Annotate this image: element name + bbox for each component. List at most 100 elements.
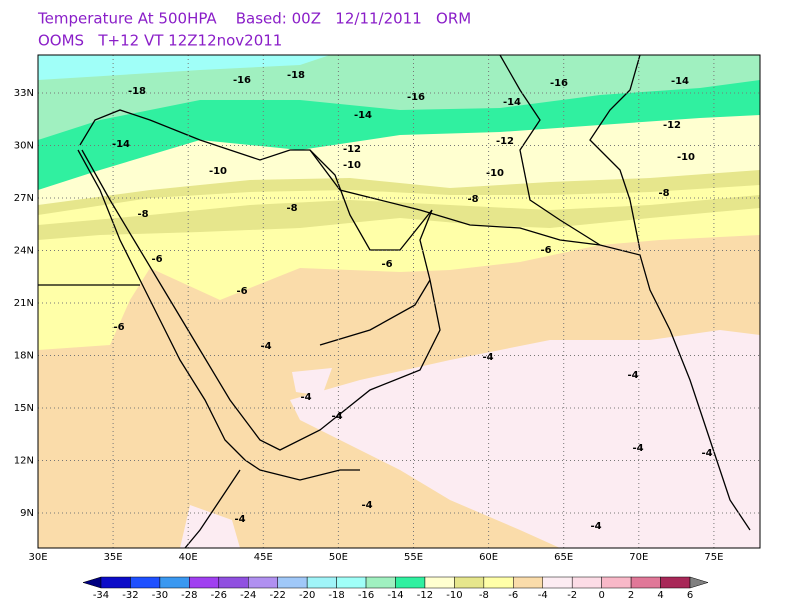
contour-label: -4: [234, 514, 245, 525]
contour-label: -18: [287, 70, 305, 81]
graticule: [38, 55, 760, 548]
lon-label: 65E: [554, 552, 573, 563]
colorbar-box: [130, 576, 161, 589]
contour-label: -10: [209, 166, 227, 177]
colorbar-label: 6: [687, 590, 693, 600]
border: [319, 279, 431, 346]
contour-label: -8: [286, 203, 297, 214]
lon-label: 75E: [704, 552, 723, 563]
colorbar-box: [336, 576, 367, 589]
colorbar-label: 0: [598, 590, 604, 600]
contour-label: -6: [540, 245, 551, 256]
lat-label: 21N: [14, 298, 34, 309]
coastlines: [38, 55, 751, 548]
contour-label: -18: [128, 86, 146, 97]
colorbar-box: [660, 576, 691, 589]
band: [38, 55, 330, 80]
contour-label: -16: [407, 92, 425, 103]
colorbar-label: -18: [328, 590, 344, 600]
colorbar-label: -10: [446, 590, 462, 600]
border: [589, 55, 641, 251]
lon-label: 70E: [629, 552, 648, 563]
colorbar-box: [454, 576, 485, 589]
contour-label: -4: [260, 341, 271, 352]
colorbar-label: -12: [417, 590, 433, 600]
contour-label: -16: [233, 75, 251, 86]
contour-label: -6: [236, 286, 247, 297]
colorbar-arrow: [689, 576, 709, 589]
contour-label: -12: [496, 136, 514, 147]
colorbar-arrow: [82, 576, 102, 589]
lon-label: 40E: [179, 552, 198, 563]
colorbar-label: -14: [387, 590, 403, 600]
colorbar-label: -32: [122, 590, 138, 600]
colorbar-box: [365, 576, 396, 589]
lon-label: 35E: [104, 552, 123, 563]
contour-label: -8: [467, 194, 478, 205]
colorbar-box: [424, 576, 455, 589]
colorbar-label: -2: [567, 590, 577, 600]
lon-label: 60E: [479, 552, 498, 563]
map-frame: [37, 54, 761, 549]
lon-label: 50E: [329, 552, 348, 563]
coastline: [77, 149, 246, 461]
title: Temperature At 500HPA Based: 00Z 12/11/2…: [37, 10, 471, 28]
contour-label: -4: [331, 411, 342, 422]
colorbar-label: 4: [657, 590, 663, 600]
contour-label: -14: [112, 139, 130, 150]
contour-label: -10: [486, 168, 504, 179]
colorbar-box: [248, 576, 278, 589]
contour-label: -12: [343, 144, 361, 155]
colorbar-label: -8: [479, 590, 489, 600]
colorbar-label: -22: [270, 590, 286, 600]
band: [290, 330, 760, 548]
contour-label: -10: [677, 152, 695, 163]
contour-label: -4: [361, 500, 372, 511]
lat-label: 9N: [20, 508, 34, 519]
lon-label: 55E: [404, 552, 423, 563]
colorbar-label: -6: [508, 590, 518, 600]
lat-label: 18N: [14, 351, 34, 362]
coastline: [244, 459, 360, 481]
colorbar-box: [601, 576, 632, 589]
lat-label: 15N: [14, 403, 34, 414]
filled-contours: [38, 55, 760, 548]
contour-label: -8: [658, 188, 669, 199]
coastline: [184, 469, 241, 548]
contour-label: -16: [550, 78, 568, 89]
band: [180, 505, 240, 548]
lat-label: 24N: [14, 246, 34, 257]
colorbar-box: [513, 576, 543, 589]
colorbar-box: [306, 576, 337, 589]
colorbar-label: -20: [299, 590, 315, 600]
colorbar-label: -30: [152, 590, 168, 600]
colorbar-box: [189, 576, 220, 589]
contour-label: -4: [701, 448, 712, 459]
contour-label: -10: [343, 160, 361, 171]
band: [292, 368, 332, 396]
contour-label: -6: [381, 259, 392, 270]
lon-label: 45E: [254, 552, 273, 563]
colorbar-box: [159, 576, 190, 589]
colorbar-box: [571, 576, 602, 589]
colorbar-box: [277, 576, 308, 589]
colorbar-label: -28: [181, 590, 197, 600]
lat-label: 12N: [14, 456, 34, 467]
coastline: [79, 109, 441, 451]
colorbar-box: [395, 576, 426, 589]
border: [499, 55, 601, 246]
contour-label: -6: [113, 322, 124, 333]
lon-label: 30E: [28, 552, 47, 563]
contour-label: -4: [300, 392, 311, 403]
colorbar-box: [218, 576, 249, 589]
colorbar-box: [542, 576, 573, 589]
contour-label: -14: [503, 97, 521, 108]
contour-label: -14: [354, 110, 372, 121]
lat-label: 27N: [14, 193, 34, 204]
contour-label: -14: [671, 76, 689, 87]
lat-label: 33N: [14, 88, 34, 99]
contour-label: -4: [482, 352, 493, 363]
colorbar-label: -4: [538, 590, 548, 600]
colorbar-label: -24: [240, 590, 256, 600]
